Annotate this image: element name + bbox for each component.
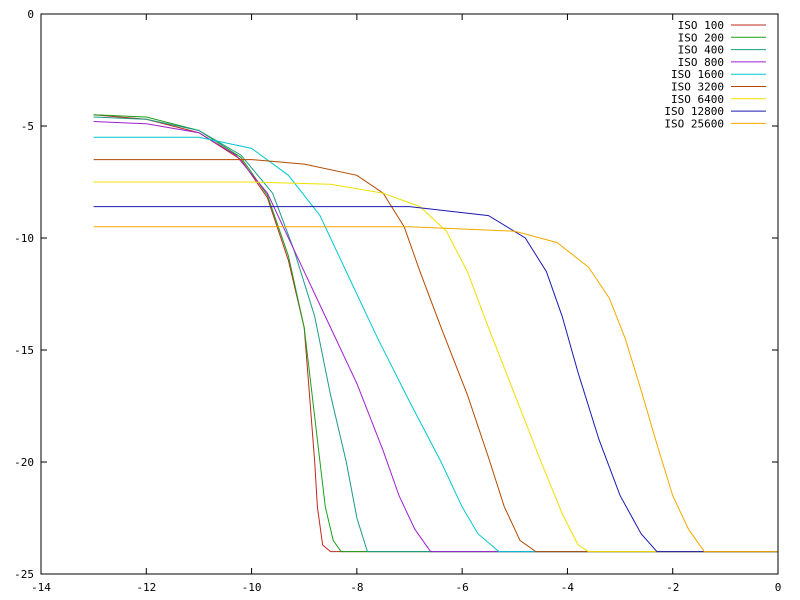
x-tick-label: -10 — [242, 581, 262, 594]
x-tick-label: -8 — [350, 581, 363, 594]
x-tick-label: 0 — [775, 581, 782, 594]
series-line-iso-12800 — [93, 206, 778, 553]
legend-label: ISO 200 — [678, 31, 724, 44]
ticks-layer: -14 -12 -10 -8 -6 -4 -2 00-5-10-15-20-25 — [14, 8, 781, 594]
series-layer — [93, 114, 778, 553]
plot-frame — [40, 13, 779, 575]
legend-label: ISO 400 — [678, 44, 724, 57]
series-line-iso-25600 — [93, 226, 778, 553]
series-line-iso-6400 — [93, 181, 778, 553]
series-line-iso-3200 — [93, 159, 778, 553]
x-tick-label: -2 — [666, 581, 679, 594]
y-tick-label: -20 — [14, 456, 34, 469]
legend-label: ISO 6400 — [671, 93, 724, 106]
x-tick-label: -4 — [561, 581, 575, 594]
legend-label: ISO 25600 — [664, 117, 724, 130]
x-tick-label: -14 — [31, 581, 51, 594]
legend-label: ISO 100 — [678, 19, 724, 32]
series-line-iso-800 — [93, 121, 778, 553]
legend-label: ISO 3200 — [671, 81, 724, 94]
series-line-iso-1600 — [93, 136, 778, 553]
legend-label: ISO 12800 — [664, 105, 724, 118]
series-line-iso-400 — [93, 116, 778, 553]
y-tick-label: 0 — [27, 8, 34, 21]
y-tick-label: -15 — [14, 344, 34, 357]
x-tick-label: -6 — [456, 581, 469, 594]
legend-label: ISO 1600 — [671, 68, 724, 81]
y-tick-label: -10 — [14, 232, 34, 245]
y-tick-label: -25 — [14, 568, 34, 581]
y-tick-label: -5 — [21, 120, 34, 133]
series-line-iso-100 — [93, 114, 778, 553]
x-tick-label: -12 — [136, 581, 156, 594]
legend-label: ISO 800 — [678, 56, 724, 69]
series-line-iso-200 — [93, 114, 778, 553]
